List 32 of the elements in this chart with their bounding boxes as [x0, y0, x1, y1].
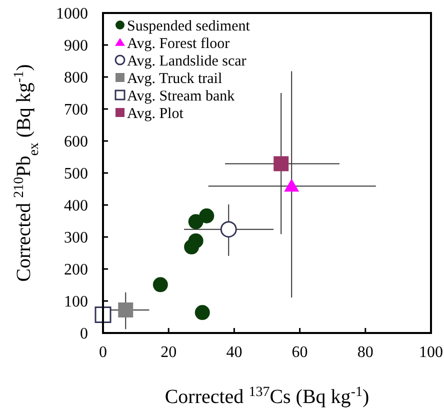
legend-label: Avg. Landslide scar — [127, 53, 246, 70]
y-tick-label: 500 — [64, 166, 88, 183]
legend-label: Avg. Truck trail — [127, 70, 222, 87]
point — [274, 156, 289, 172]
y-tick-label: 0 — [80, 326, 88, 343]
point — [184, 239, 200, 254]
y-tick-label: 900 — [64, 38, 88, 55]
y-tick-label: 1000 — [56, 6, 88, 23]
x-tick-label: 20 — [160, 344, 177, 361]
point — [194, 305, 210, 320]
point — [118, 302, 134, 318]
legend-label: Avg. Stream bank — [127, 88, 236, 104]
y-tick-label: 600 — [64, 134, 88, 151]
y-tick-label: 200 — [64, 262, 88, 279]
y-tick-label: 300 — [64, 230, 88, 247]
y-tick-label: 100 — [64, 294, 88, 311]
point — [188, 214, 204, 230]
legend-label: Avg. Forest floor — [127, 36, 230, 52]
y-tick-label: 800 — [64, 70, 88, 87]
legend-label: Suspended sediment — [127, 18, 251, 34]
legend-label: Avg. Plot — [127, 106, 184, 122]
x-tick-label: 100 — [419, 344, 443, 361]
x-tick-label: 80 — [357, 344, 374, 361]
x-tick-label: 0 — [99, 344, 107, 361]
point — [284, 178, 300, 192]
x-tick-label: 40 — [226, 344, 242, 361]
x-tick-label: 60 — [292, 344, 308, 361]
x-axis-title: Corrected $^{137}$Cs (Bq kg$^{-1}$) — [164, 384, 370, 408]
y-tick-label: 400 — [64, 198, 88, 215]
y-tick-label: 700 — [64, 102, 88, 119]
point — [220, 221, 237, 238]
point — [152, 277, 168, 292]
